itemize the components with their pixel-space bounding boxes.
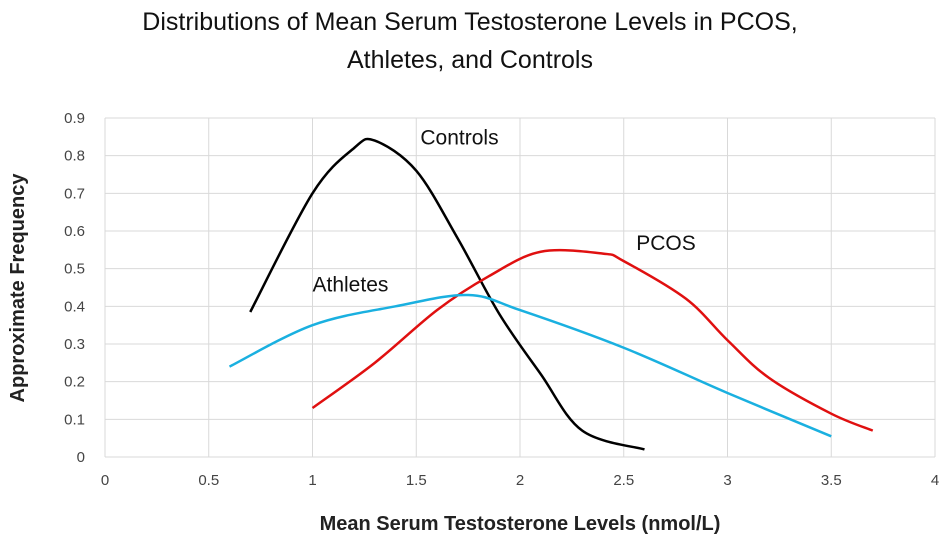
y-tick-label: 0.5 [64,261,85,278]
x-tick-label: 1 [308,472,316,489]
x-tick-label: 4 [931,472,939,489]
y-tick-label: 0.4 [64,298,85,315]
series-line-pcos [311,248,874,432]
y-tick-label: 0.6 [64,223,85,240]
y-tick-label: 0.1 [64,411,85,428]
x-axis-label: Mean Serum Testosterone Levels (nmol/L) [320,513,721,535]
y-tick-label: 0.9 [64,110,85,127]
series-line-controls [249,137,645,451]
series-label-controls: Controls [420,126,498,149]
series-line-athletes [228,293,832,438]
x-tick-label: 2 [516,472,524,489]
chart-title-line-2: Athletes, and Controls [347,46,593,74]
y-tick-label: 0.2 [64,374,85,391]
x-tick-label: 3 [723,472,731,489]
series-label-athletes: Athletes [313,273,389,296]
y-axis-label: Approximate Frequency [7,173,29,403]
y-tick-label: 0.8 [64,148,85,165]
y-tick-label: 0 [77,449,85,466]
x-tick-label: 2.5 [613,472,634,489]
y-tick-label: 0.3 [64,336,85,353]
x-tick-label: 1.5 [406,472,427,489]
chart-title-line-1: Distributions of Mean Serum Testosterone… [142,8,797,36]
x-tick-label: 0 [101,472,109,489]
series-label-pcos: PCOS [636,232,696,255]
x-tick-label: 3.5 [821,472,842,489]
y-tick-label: 0.7 [64,185,85,202]
x-tick-label: 0.5 [198,472,219,489]
